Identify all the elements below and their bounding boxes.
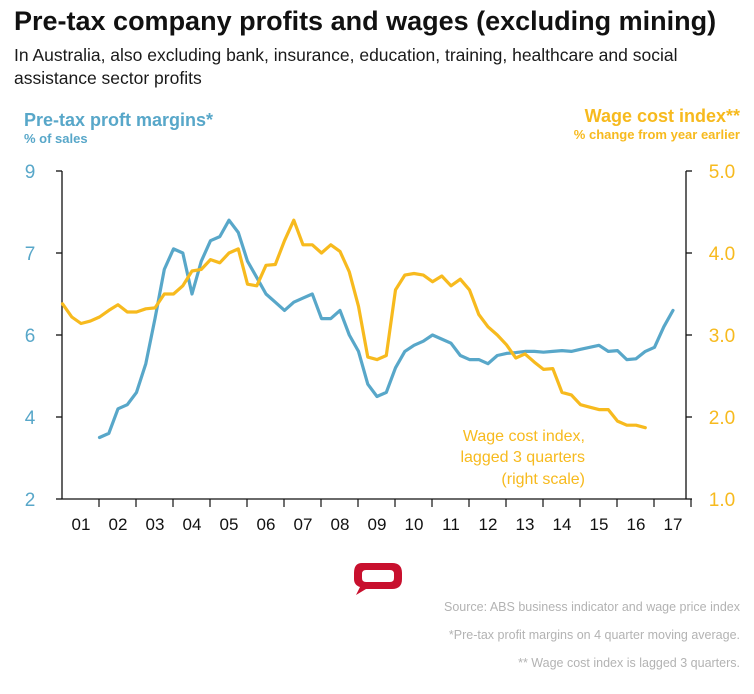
right-axis-unit: % change from year earlier <box>574 127 740 142</box>
left-axis-unit: % of sales <box>24 131 88 146</box>
annotation-line-3: (right scale) <box>501 471 585 488</box>
x-tick-label: 14 <box>553 515 572 534</box>
right-axis-title: Wage cost index** <box>585 106 740 126</box>
right-tick-label: 2.0 <box>709 408 735 429</box>
x-tick-label: 10 <box>405 515 424 534</box>
left-tick-label: 9 <box>25 162 36 183</box>
x-tick-label: 06 <box>257 515 276 534</box>
left-tick-label: 2 <box>25 490 36 511</box>
x-tick-label: 08 <box>331 515 350 534</box>
right-tick-label: 1.0 <box>709 490 735 511</box>
right-tick-label: 3.0 <box>709 326 735 347</box>
x-tick-label: 12 <box>479 515 498 534</box>
x-tick-label: 13 <box>516 515 535 534</box>
footnote-source: Source: ABS business indicator and wage … <box>443 600 740 614</box>
x-tick-label: 15 <box>590 515 609 534</box>
x-tick-label: 07 <box>294 515 313 534</box>
x-tick-label: 04 <box>183 515 202 534</box>
x-tick-label: 16 <box>627 515 646 534</box>
left-tick-label: 7 <box>25 244 36 265</box>
x-tick-label: 05 <box>220 515 239 534</box>
logo-icon <box>354 563 402 595</box>
annotation-line-1: Wage cost index, <box>463 428 585 445</box>
x-tick-label: 01 <box>72 515 91 534</box>
x-tick-label: 11 <box>442 515 460 534</box>
x-tick-label: 02 <box>109 515 128 534</box>
footnote-wage: ** Wage cost index is lagged 3 quarters. <box>518 656 740 670</box>
footnote-profit: *Pre-tax profit margins on 4 quarter mov… <box>448 628 740 642</box>
right-tick-label: 4.0 <box>709 244 735 265</box>
x-tick-label: 09 <box>368 515 387 534</box>
x-tick-label: 03 <box>146 515 165 534</box>
wage-cost-line <box>60 218 647 430</box>
left-tick-label: 4 <box>25 408 36 429</box>
left-axis-title: Pre-tax proft margins* <box>24 110 213 130</box>
chart-title: Pre-tax company profits and wages (exclu… <box>14 6 717 36</box>
right-tick-label: 5.0 <box>709 162 735 183</box>
left-tick-label: 6 <box>25 326 36 347</box>
chart-subtitle: In Australia, also excluding bank, insur… <box>14 45 678 88</box>
annotation-line-2: lagged 3 quarters <box>460 449 585 466</box>
x-tick-label: 17 <box>664 515 683 534</box>
profit-margin-line <box>97 218 675 440</box>
